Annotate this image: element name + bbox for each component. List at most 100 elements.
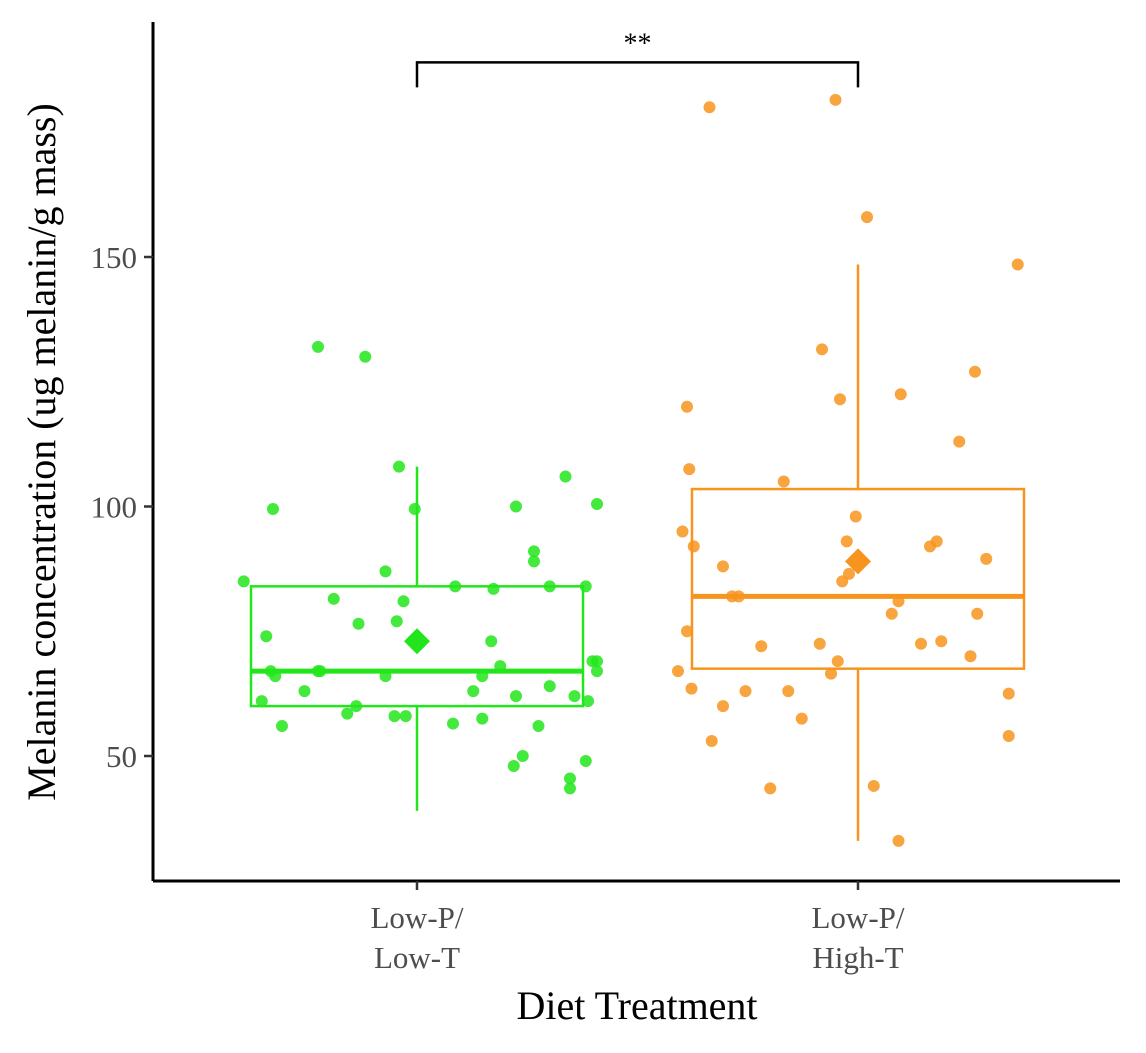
data-point [528,545,540,558]
box-iqr [690,487,1026,670]
data-point [379,670,392,683]
y-tick-label: 100 [91,490,138,525]
data-point [487,582,500,595]
data-point [447,717,459,730]
data-point [532,720,545,733]
data-point [476,712,489,725]
data-point [969,365,981,378]
data-point [298,685,311,698]
data-point [825,667,837,680]
data-point [739,685,752,698]
data-point [255,695,268,708]
data-point [732,590,745,603]
data-point [816,343,828,356]
data-point [399,710,412,723]
data-point [894,388,907,401]
data-point [327,592,340,605]
data-point [681,400,693,413]
y-axis-title: Melanin concentration (ug melanin/g mass… [19,103,64,801]
y-tick-label: 50 [106,739,137,774]
data-point [269,670,282,683]
data-point [892,595,905,608]
x-tick-label: Low-P/ [371,900,464,935]
data-point [849,510,862,523]
data-point [676,525,689,538]
data-point [591,655,603,668]
data-point [467,685,480,698]
data-point [408,502,421,515]
data-point [390,615,403,628]
data-point [516,750,529,762]
data-point [314,665,327,678]
data-point [267,502,279,515]
data-point [964,650,977,663]
data-point [510,500,522,513]
data-point [840,535,853,548]
data-point [591,498,603,511]
data-point [782,685,795,698]
mean-marker [845,548,871,575]
data-point [795,712,808,725]
data-point [953,435,966,448]
data-point [829,93,842,106]
data-point [359,350,372,363]
data-point [703,101,716,114]
data-point [834,393,846,406]
data-point [397,595,410,608]
box-groups [237,93,1026,847]
data-point [755,640,768,653]
data-point [705,735,718,748]
data-point [260,630,273,643]
x-tick-label: Low-P/ [812,900,905,935]
data-point [388,710,401,723]
data-point [1002,730,1015,743]
data-point [352,617,365,630]
data-point [341,707,354,720]
x-axis-title: Diet Treatment [516,983,757,1028]
data-point [971,607,984,620]
data-point [892,834,905,847]
data-point [528,555,540,568]
data-point [831,655,844,668]
data-point [276,720,288,733]
data-point [579,754,592,767]
data-point [543,580,556,593]
data-point [350,700,363,713]
box-iqr [249,585,585,708]
data-point [494,660,507,673]
data-point [935,635,948,648]
data-point [312,340,324,353]
data-point [685,682,698,695]
data-point [1011,258,1024,271]
data-point [672,665,684,678]
data-point [476,670,489,683]
data-point [1002,687,1015,700]
y-axis: 50 100 150 [91,22,155,881]
data-point [980,552,993,565]
data-point [915,637,927,650]
data-point [683,463,696,476]
data-point [717,700,729,713]
data-point [564,782,576,795]
significance-bracket: ** [415,28,860,88]
data-point [564,772,576,785]
x-tick-label: High-T [812,940,903,975]
data-point [510,690,522,703]
data-point [861,211,873,224]
x-tick-label: Low-T [374,940,460,975]
box-group [672,93,1026,847]
data-point [930,535,943,548]
data-point [681,625,693,638]
data-point [579,580,592,593]
x-axis: Low-P/Low-T Low-P/High-T [153,879,1120,975]
data-point [777,475,790,488]
data-point [687,540,700,553]
data-point [843,567,855,580]
data-point [507,759,520,772]
data-point [867,779,880,792]
y-tick-label: 150 [91,240,138,275]
data-point [813,637,826,650]
data-point [237,575,250,588]
data-point [568,690,581,703]
